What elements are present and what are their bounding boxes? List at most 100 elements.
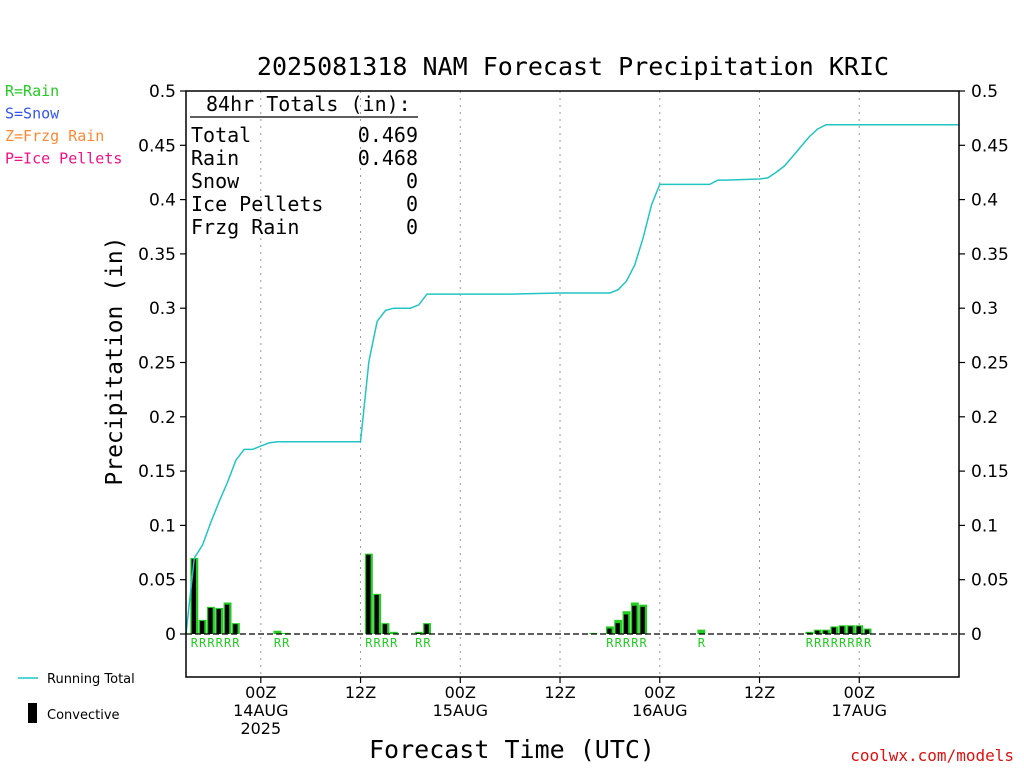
precip-type-label: R [374,636,382,650]
y-tick-label-left: 0.1 [149,516,176,536]
watermark-text: coolwx.com/models [850,746,1014,765]
x-tick-label: 14AUG [233,701,288,720]
y-tick-label-left: 0.4 [149,191,176,211]
y-tick-label-left: 0.5 [149,82,176,102]
running-total-legend-label: Running Total [47,672,135,687]
precip-type-label: R [224,636,232,650]
precip-type-label: R [831,636,839,650]
precip-type-label: R [199,636,207,650]
convective-bar [848,626,853,634]
x-tick-label: 2025 [240,719,281,738]
totals-row-value: 0 [406,192,418,216]
x-tick-label: 12Z [345,683,376,702]
y-tick-label-left: 0.3 [149,299,176,319]
totals-row-label: Total [191,123,251,147]
type-key-entry: S=Snow [5,105,60,123]
precip-type-label: R [274,636,282,650]
precip-type-label: R [415,636,423,650]
precip-type-label: R [390,636,398,650]
precip-type-label: R [631,636,639,650]
totals-box: 84hr Totals (in): Total 0.469 Rain 0.468 Snow… [190,92,418,239]
precip-bar [273,630,282,634]
totals-heading: 84hr Totals (in): [206,92,411,116]
y-tick-label-right: 0.05 [971,571,1009,591]
y-tick-label-right: 0.5 [971,82,998,102]
convective-bar [831,627,836,634]
convective-bar [856,626,861,634]
x-tick-label: 00Z [445,683,476,702]
convective-bar [839,626,845,634]
totals-row-value: 0.468 [358,146,418,170]
type-key-entry: Z=Frzg Rain [5,127,104,145]
x-tick-label: 00Z [245,683,276,702]
precip-type-key: R=Rain S=Snow Z=Frzg Rain P=Ice Pellets [5,82,122,168]
precip-type-label: R [365,636,373,650]
y-tick-label-left: 0.35 [138,245,176,265]
precip-type-label: R [856,636,864,650]
y-tick-label-right: 0.35 [971,245,1009,265]
precip-type-label: R [623,636,631,650]
y-tick-label-left: 0.25 [138,354,176,374]
x-tick-label: 15AUG [433,701,488,720]
y-axis-label: Precipitation (in) [102,236,128,485]
y-tick-label-right: 0.45 [971,136,1009,156]
y-tick-label-right: 0.25 [971,354,1009,374]
x-tick-label: 12Z [744,683,775,702]
convective-bar [607,628,612,634]
y-tick-label-left: 0.15 [138,462,176,482]
chart-title: 2025081318 NAM Forecast Precipitation KR… [257,52,889,81]
type-key-entry: P=Ice Pellets [5,150,122,168]
precip-type-label: R [814,636,822,650]
convective-bar [216,609,221,634]
x-axis-label: Forecast Time (UTC) [369,735,655,764]
precip-type-label: R [191,636,199,650]
precip-type-label: R [216,636,224,650]
convective-bar [382,624,388,634]
convective-bar [224,604,230,634]
precip-type-label: R [282,636,290,650]
convective-bar [199,620,205,634]
x-tick-label: 00Z [644,683,675,702]
y-tick-label-right: 0.1 [971,516,998,536]
x-tick-label: 12Z [544,683,575,702]
y-tick-label-left: 0.2 [149,408,176,428]
totals-row-value: 0.469 [358,123,418,147]
convective-bar [416,632,421,634]
x-tick-label: 17AUG [832,701,887,720]
precip-type-label: R [864,636,872,650]
convective-swatch [28,703,37,723]
precip-type-label: R [839,636,847,650]
y-tick-label-left: 0.05 [138,571,176,591]
precip-type-label: R [615,636,623,650]
convective-bar [374,594,379,634]
x-tick-label: 00Z [844,683,875,702]
precip-type-label: R [232,636,240,650]
type-key-entry: R=Rain [5,82,59,100]
precip-type-label: R [382,636,390,650]
convective-bar [208,607,213,634]
y-tick-label-right: 0.4 [971,191,998,211]
precip-type-label: R [822,636,830,650]
running-total-line [185,123,959,635]
bar-series [190,553,872,634]
totals-row-label: Snow [191,169,240,193]
grid-lines [260,91,860,677]
y-tick-label-right: 0.3 [971,299,998,319]
convective-bar [632,605,637,634]
precip-bar [389,631,398,634]
precip-bar [697,629,706,634]
precip-type-label: R [847,636,855,650]
y-tick-label-right: 0.15 [971,462,1009,482]
convective-bar [623,614,629,634]
convective-legend-label: Convective [47,708,120,723]
precip-type-label: R [698,636,706,650]
series-legend: Running Total Convective [18,672,135,723]
convective-bar [864,629,870,634]
precip-type-label: R [606,636,614,650]
precip-type-label: R [806,636,814,650]
totals-row-label: Rain [191,146,239,170]
precip-type-label: R [423,636,431,650]
